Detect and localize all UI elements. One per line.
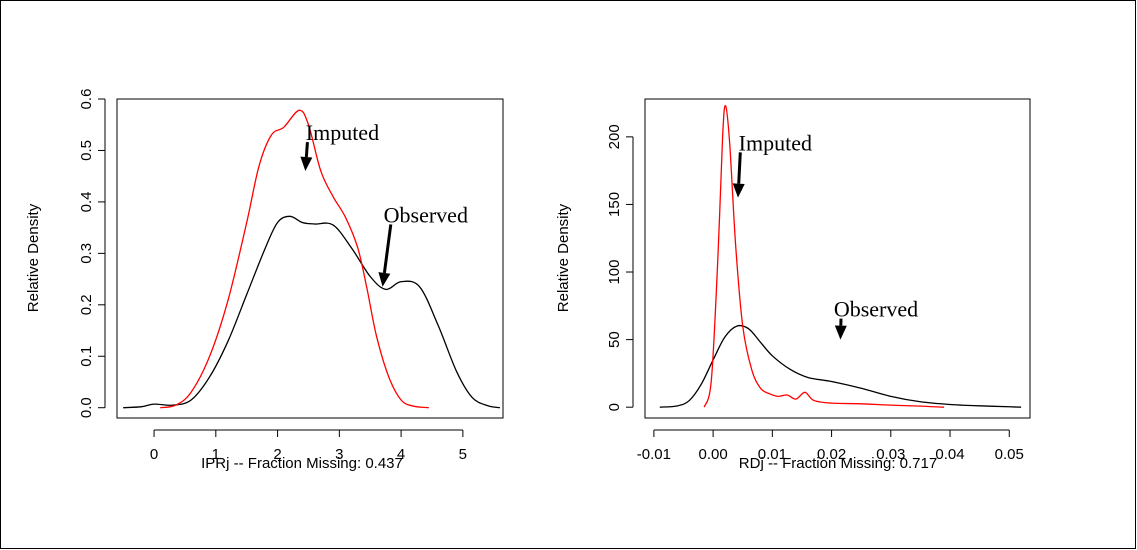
x-tick-label: 2 [273,446,281,463]
y-tick-label: 150 [606,192,623,217]
y-tick-label: 0.3 [78,243,95,264]
series-observed-line [659,324,1022,408]
y-tick-label: 0.2 [78,294,95,315]
y-axis-label: Relative Density [25,203,42,312]
y-tick-label: 50 [606,331,623,348]
x-tick-label: 0 [150,446,158,463]
y-tick-label: 100 [606,260,623,285]
x-tick-label: 0.01 [758,446,787,463]
annotation-observed-arrowhead [834,325,847,340]
plot-area-border [644,98,1031,419]
annotation-imputed-arrow [737,152,742,184]
x-tick-label: 4 [397,446,405,463]
x-axis-label: IPRj -- Fraction Missing: 0.437 [201,455,403,472]
x-tick-label: 0.05 [995,446,1024,463]
annotation-observed-label: Observed [384,202,468,227]
chart-panel-2: -0.01 0.00 0.01 0.02 0.03 0.04 0.05 0 50 100 150 20… [555,98,1031,472]
y-tick-label: 200 [606,124,623,149]
chart-panel-1: 0 1 2 3 4 5 0.0 0.1 0.2 0.3 0.4 0.5 0.6 Relative Dens… [25,89,504,472]
y-tick-label: 0.5 [78,140,95,161]
annotation-imputed-label: Imputed [306,120,379,145]
annotation-imputed-arrowhead [732,183,745,198]
annotation-observed-label: Observed [834,297,918,322]
y-axis-label: Relative Density [555,203,572,312]
y-tick-label: 0.4 [78,191,95,212]
x-tick-label: 0.04 [935,446,964,463]
x-tick-label: 0.03 [876,446,905,463]
x-tick-label: -0.01 [637,446,671,463]
annotation-imputed-arrowhead [300,156,313,172]
annotation-observed-arrow [382,224,393,274]
y-tick-label: 0.6 [78,89,95,110]
y-tick-label: 0 [606,403,623,411]
annotation-observed-arrowhead [378,272,391,287]
series-observed-line [123,215,501,409]
y-tick-label: 0.1 [78,346,95,367]
series-imputed-line [160,109,429,409]
series-imputed-line [703,105,945,408]
x-axis-label: RDj -- Fraction Missing: 0.717 [739,455,937,472]
y-tick-label: 0.0 [78,397,95,418]
x-tick-label: 0.02 [817,446,846,463]
annotation-imputed-arrow [304,142,309,158]
plot-area-border [116,98,504,419]
annotation-imputed-label: Imputed [739,130,812,155]
x-tick-label: 1 [212,446,220,463]
x-tick-label: 0.00 [699,446,728,463]
x-tick-label: 5 [459,446,467,463]
x-tick-label: 3 [335,446,343,463]
